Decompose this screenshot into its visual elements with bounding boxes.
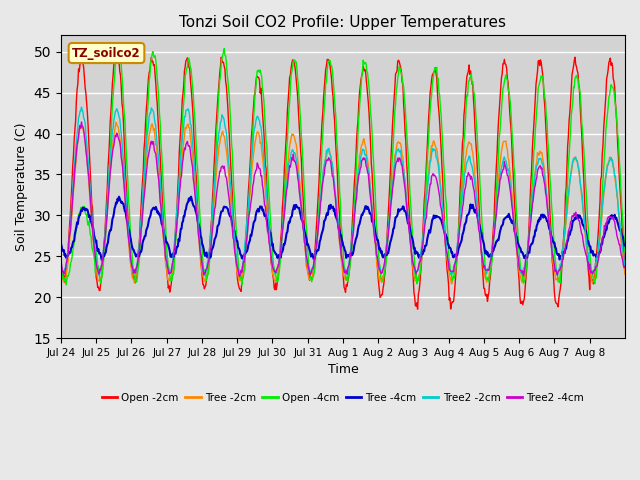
Tree -4cm: [124, 220, 132, 226]
Tree -2cm: [277, 246, 285, 252]
Tree -2cm: [228, 206, 236, 212]
Open -2cm: [402, 139, 410, 144]
Tree2 -2cm: [403, 198, 410, 204]
Tree2 -4cm: [278, 237, 285, 243]
Open -2cm: [414, 306, 422, 312]
Open -2cm: [124, 212, 132, 217]
Tree2 -4cm: [435, 185, 442, 191]
Open -2cm: [113, 51, 120, 57]
Open -4cm: [278, 240, 285, 246]
Tree -4cm: [435, 214, 442, 220]
Tree -2cm: [57, 264, 65, 270]
Tree2 -4cm: [77, 119, 85, 125]
Tree -2cm: [255, 133, 263, 139]
Tree2 -4cm: [403, 204, 410, 209]
Tree2 -2cm: [57, 262, 65, 267]
Line: Tree2 -4cm: Tree2 -4cm: [61, 122, 625, 276]
Title: Tonzi Soil CO2 Profile: Upper Temperatures: Tonzi Soil CO2 Profile: Upper Temperatur…: [179, 15, 506, 30]
Open -2cm: [228, 178, 236, 183]
Open -4cm: [220, 46, 228, 51]
Tree2 -2cm: [621, 264, 629, 270]
Tree -4cm: [257, 204, 264, 209]
Tree2 -4cm: [228, 221, 236, 227]
Tree -2cm: [402, 187, 410, 192]
Open -4cm: [621, 250, 629, 255]
X-axis label: Time: Time: [328, 363, 358, 376]
Open -2cm: [435, 101, 442, 107]
Tree -4cm: [278, 250, 285, 255]
Tree2 -2cm: [278, 237, 285, 242]
Tree -2cm: [434, 152, 442, 157]
Open -2cm: [621, 263, 629, 269]
Open -4cm: [228, 148, 236, 154]
Tree -2cm: [621, 272, 629, 277]
Open -2cm: [255, 77, 263, 83]
Tree -4cm: [57, 240, 65, 246]
Y-axis label: Soil Temperature (C): Soil Temperature (C): [15, 122, 28, 251]
Open -4cm: [62, 282, 70, 288]
Tree -2cm: [447, 281, 455, 287]
Open -2cm: [57, 259, 65, 264]
Tree2 -2cm: [95, 273, 103, 278]
Open -4cm: [124, 178, 132, 184]
Tree2 -2cm: [77, 104, 85, 110]
Tree2 -4cm: [57, 258, 65, 264]
Tree -4cm: [228, 218, 236, 224]
Tree2 -4cm: [124, 230, 132, 236]
Tree2 -2cm: [435, 162, 442, 168]
Open -2cm: [277, 236, 285, 241]
Tree2 -4cm: [236, 274, 243, 279]
Tree -2cm: [124, 231, 132, 237]
Tree -4cm: [99, 258, 106, 264]
Tree -4cm: [188, 194, 195, 200]
Line: Open -2cm: Open -2cm: [61, 54, 625, 309]
Line: Tree -4cm: Tree -4cm: [61, 197, 625, 261]
Tree2 -2cm: [257, 122, 264, 128]
Line: Tree2 -2cm: Tree2 -2cm: [61, 107, 625, 276]
Open -4cm: [435, 75, 442, 81]
Line: Open -4cm: Open -4cm: [61, 48, 625, 285]
Open -4cm: [257, 67, 264, 73]
Tree -4cm: [621, 243, 629, 249]
Line: Tree -2cm: Tree -2cm: [61, 122, 625, 284]
Tree2 -2cm: [228, 206, 236, 212]
Tree2 -4cm: [257, 166, 264, 172]
Text: TZ_soilco2: TZ_soilco2: [72, 47, 141, 60]
Tree2 -4cm: [621, 264, 629, 269]
Tree2 -2cm: [125, 230, 132, 236]
Open -4cm: [403, 128, 410, 133]
Tree -4cm: [403, 213, 410, 218]
Legend: Open -2cm, Tree -2cm, Open -4cm, Tree -4cm, Tree2 -2cm, Tree2 -4cm: Open -2cm, Tree -2cm, Open -4cm, Tree -4…: [97, 389, 588, 407]
Open -4cm: [57, 271, 65, 277]
Tree -2cm: [112, 120, 120, 125]
